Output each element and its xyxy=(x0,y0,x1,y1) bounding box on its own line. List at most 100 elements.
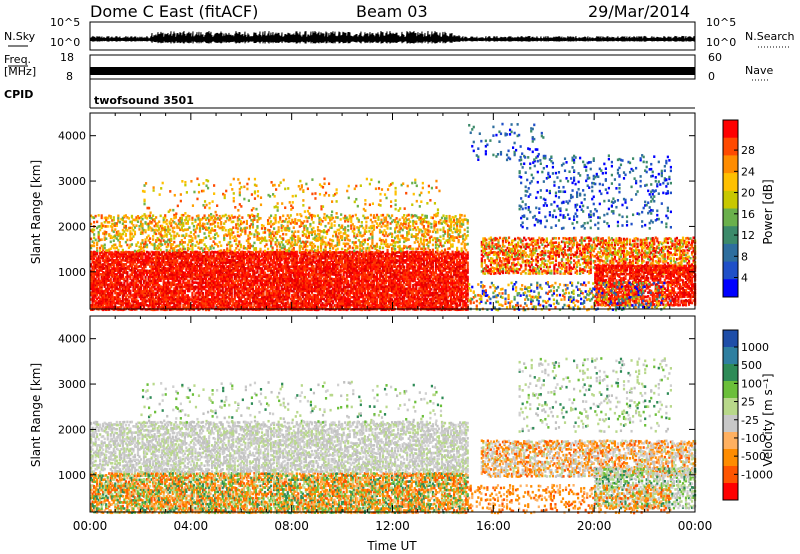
range-gate-cell xyxy=(114,275,117,279)
range-gate-cell xyxy=(168,296,171,299)
range-gate-cell xyxy=(136,285,140,288)
range-gate-cell xyxy=(318,267,321,270)
range-gate-cell xyxy=(150,285,153,289)
range-gate-cell xyxy=(144,275,147,279)
range-gate-cell xyxy=(271,292,274,295)
range-gate-cell xyxy=(212,292,215,295)
range-gate-cell xyxy=(291,306,294,309)
range-gate-cell xyxy=(180,287,183,290)
range-gate-cell xyxy=(271,296,274,299)
range-gate-cell xyxy=(345,301,348,305)
range-gate-cell xyxy=(300,305,303,309)
range-gate-cell xyxy=(90,264,93,268)
range-gate-cell xyxy=(277,308,280,311)
range-gate-cell xyxy=(303,287,306,291)
range-gate-cell xyxy=(91,299,94,303)
range-gate-cell xyxy=(356,290,359,293)
range-gate-cell xyxy=(369,266,373,270)
range-gate-cell xyxy=(102,263,105,266)
range-gate-cell xyxy=(203,295,206,299)
range-gate-cell xyxy=(117,267,120,271)
range-gate-cell xyxy=(344,287,347,291)
range-gate-cell xyxy=(345,304,348,307)
range-gate-cell xyxy=(238,261,241,264)
range-gate-cell xyxy=(322,303,326,307)
range-gate-cell xyxy=(186,254,189,258)
range-gate-cell xyxy=(235,252,238,256)
range-gate-cell xyxy=(120,261,123,264)
range-gate-cell xyxy=(226,304,229,307)
range-gate-cell xyxy=(127,303,131,307)
range-gate-cell xyxy=(330,299,333,303)
range-gate-cell xyxy=(274,279,277,283)
range-gate-cell xyxy=(239,283,242,287)
range-gate-cell xyxy=(292,252,295,256)
range-gate-cell xyxy=(236,295,239,299)
range-gate-cell xyxy=(207,293,211,297)
range-gate-cell xyxy=(253,269,256,273)
range-gate-cell xyxy=(91,265,94,269)
range-gate-cell xyxy=(348,301,351,305)
range-gate-cell xyxy=(183,256,186,260)
range-gate-cell xyxy=(238,296,241,299)
range-gate-cell xyxy=(135,258,138,262)
range-gate-cell xyxy=(236,262,239,266)
range-gate-cell xyxy=(345,269,348,273)
range-gate-cell xyxy=(221,252,224,256)
range-gate-cell xyxy=(197,269,200,273)
range-gate-cell xyxy=(375,267,379,270)
range-gate-cell xyxy=(161,263,164,267)
range-gate-cell xyxy=(356,300,359,303)
range-gate-cell xyxy=(291,304,294,307)
range-gate-cell xyxy=(332,295,335,299)
range-gate-cell xyxy=(330,269,333,273)
range-gate-cell xyxy=(115,291,118,295)
range-gate-cell xyxy=(304,299,307,303)
range-gate-cell xyxy=(185,298,188,301)
range-gate-cell xyxy=(159,262,162,266)
range-gate-cell xyxy=(126,260,129,264)
range-gate-cell xyxy=(300,256,303,260)
range-gate-cell xyxy=(269,252,273,256)
range-gate-cell xyxy=(170,295,173,299)
range-gate-cell xyxy=(124,252,127,256)
range-gate-cell xyxy=(312,287,315,291)
range-gate-cell xyxy=(336,297,339,301)
range-gate-cell xyxy=(94,271,97,275)
range-gate-cell xyxy=(297,269,300,272)
range-gate-cell xyxy=(155,291,158,295)
range-gate-cell xyxy=(102,267,105,271)
range-gate-cell xyxy=(174,251,177,254)
range-gate-cell xyxy=(280,265,283,269)
range-gate-cell xyxy=(127,289,131,292)
range-gate-cell xyxy=(102,279,105,283)
freq-label: Freq. xyxy=(4,53,31,66)
range-gate-cell xyxy=(229,265,232,268)
range-gate-cell xyxy=(375,273,379,277)
range-gate-cell xyxy=(316,281,320,285)
range-gate-cell xyxy=(251,281,255,285)
range-gate-cell xyxy=(245,291,248,295)
range-gate-cell xyxy=(155,287,158,291)
range-gate-cell xyxy=(227,283,230,287)
range-gate-cell xyxy=(348,265,351,269)
range-gate-cell xyxy=(309,267,312,270)
range-gate-cell xyxy=(218,283,221,287)
range-gate-cell xyxy=(111,303,114,307)
range-gate-cell xyxy=(244,297,247,301)
range-gate-cell xyxy=(276,298,279,301)
range-gate-cell xyxy=(298,285,301,289)
range-gate-cell xyxy=(235,275,238,278)
range-gate-cell xyxy=(152,302,155,305)
range-gate-cell xyxy=(207,308,211,312)
range-gate-cell xyxy=(141,291,144,295)
range-gate-cell xyxy=(381,298,385,301)
range-gate-cell xyxy=(155,296,158,299)
range-gate-cell xyxy=(244,287,247,291)
range-gate-cell xyxy=(215,267,218,271)
range-gate-cell xyxy=(394,302,397,305)
range-gate-cell xyxy=(238,272,241,276)
range-gate-cell xyxy=(230,289,233,293)
range-gate-cell xyxy=(375,294,379,297)
range-gate-cell xyxy=(394,299,397,303)
